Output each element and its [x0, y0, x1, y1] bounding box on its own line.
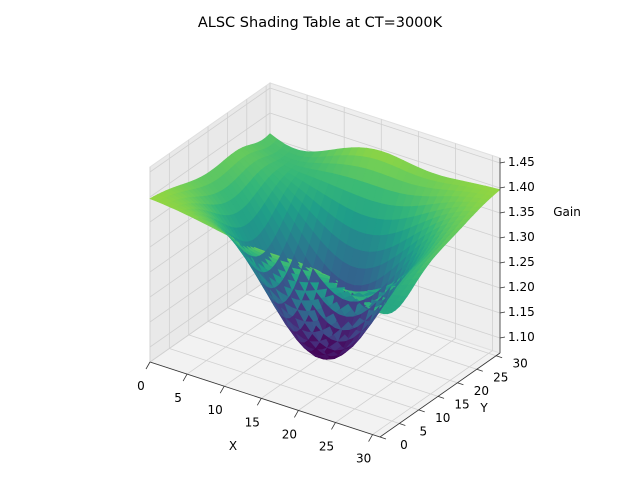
y-tick-mark: [476, 368, 483, 372]
z-tick-mark: [499, 236, 506, 239]
y-axis-label: Y: [479, 401, 488, 415]
z-tick-label: 1.25: [508, 255, 535, 269]
grid-line: [269, 87, 501, 164]
x-tick-mark: [368, 434, 373, 442]
x-tick-label: 30: [356, 452, 371, 466]
z-tick-label: 1.10: [508, 330, 535, 344]
z-tick-label: 1.45: [508, 155, 535, 169]
grid-line: [298, 326, 419, 411]
z-tick-mark: [499, 186, 506, 189]
y-tick-mark: [379, 436, 387, 440]
x-tick-mark: [331, 422, 336, 430]
z-tick-mark: [499, 286, 506, 289]
z-tick-label: 1.40: [508, 180, 535, 194]
z-axis-label: Gain: [553, 205, 581, 219]
x-tick-mark: [294, 410, 299, 418]
grid-line: [335, 338, 456, 423]
surface-plot: [149, 133, 501, 360]
z-tick-mark: [499, 336, 506, 339]
z-tick-mark: [499, 161, 506, 164]
z-tick-mark: [499, 311, 506, 314]
x-tick-label: 5: [174, 391, 182, 405]
x-tick-mark: [256, 398, 262, 406]
x-tick-label: 0: [137, 379, 145, 393]
chart-title: ALSC Shading Table at CT=3000K: [198, 15, 443, 31]
x-axis-line: [149, 361, 381, 438]
y-tick-label: 20: [474, 384, 489, 398]
y-tick-mark: [457, 382, 464, 386]
x-axis-label: X: [229, 439, 237, 453]
tick-labels: 0510152025300510152025301.101.151.201.25…: [137, 155, 535, 466]
y-tick-label: 25: [493, 370, 508, 384]
x-tick-mark: [145, 361, 151, 370]
z-tick-mark: [499, 261, 506, 264]
grid-line: [269, 112, 501, 189]
x-tick-label: 10: [208, 403, 223, 417]
y-tick-mark: [496, 355, 503, 359]
y-tick-mark: [418, 409, 425, 413]
surface-facet: [322, 358, 335, 360]
z-tick-label: 1.35: [508, 205, 535, 219]
x-tick-label: 20: [282, 427, 297, 441]
z-tick-label: 1.30: [508, 230, 535, 244]
y-tick-label: 10: [435, 411, 450, 425]
grid-line: [372, 350, 493, 435]
y-axis-line: [379, 352, 501, 438]
grid-line: [149, 277, 271, 363]
y-tick-label: 0: [400, 438, 408, 452]
grid-line: [188, 334, 419, 411]
x-tick-label: 25: [319, 439, 334, 453]
grid-line: [149, 87, 271, 173]
y-tick-label: 30: [512, 357, 527, 371]
axis-lines: [149, 158, 501, 438]
y-tick-mark: [437, 395, 445, 399]
x-tick-label: 15: [245, 415, 260, 429]
grid-line: [149, 112, 271, 198]
y-tick-label: 15: [454, 397, 469, 411]
x-tick-mark: [219, 385, 225, 394]
z-tick-mark: [499, 211, 506, 214]
z-tick-label: 1.20: [508, 280, 535, 294]
x-tick-mark: [182, 373, 188, 382]
y-tick-mark: [399, 423, 406, 426]
y-tick-label: 5: [420, 424, 428, 438]
grid-line: [169, 348, 400, 424]
z-tick-label: 1.15: [508, 305, 535, 319]
grid-line: [149, 262, 271, 348]
